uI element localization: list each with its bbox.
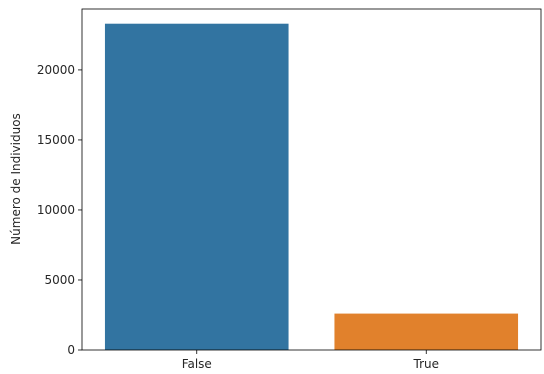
bar-true [334,313,519,350]
y-tick-label: 0 [67,343,75,357]
y-tick-label: 10000 [37,203,75,217]
y-axis: 0 5000 10000 15000 20000 [37,63,82,357]
y-tick-label: 20000 [37,63,75,77]
x-tick-label: False [182,357,212,371]
plot-frame [81,8,542,351]
y-tick-label: 5000 [44,273,75,287]
x-tick-label: True [413,357,440,371]
bars-group [104,23,519,350]
y-axis-label: Número de Individuos [9,113,23,245]
y-tick-label: 15000 [37,133,75,147]
bar-false [104,23,289,350]
x-axis: False True [182,350,439,371]
